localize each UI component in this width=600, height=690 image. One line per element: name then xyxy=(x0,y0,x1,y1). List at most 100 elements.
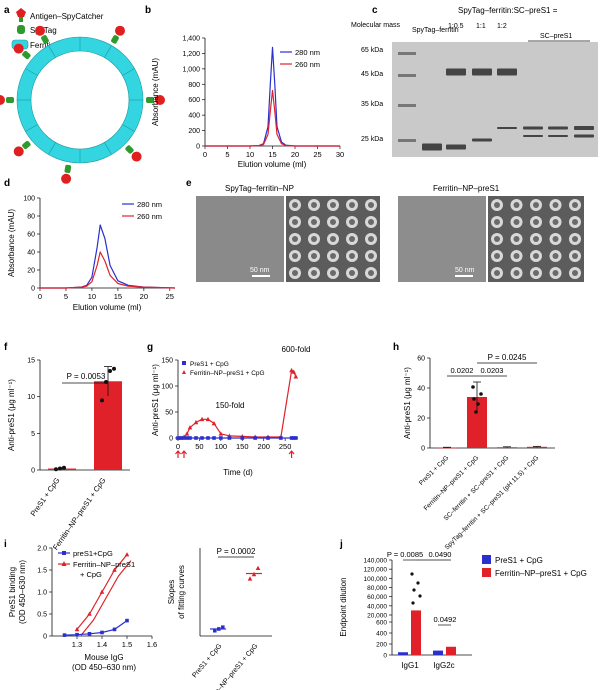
h-point xyxy=(472,397,476,401)
i-pres1-marker xyxy=(112,627,117,632)
g-series-np-marker xyxy=(289,367,294,373)
i2-point xyxy=(221,625,225,629)
d-ytick-label: 40 xyxy=(27,250,35,257)
b-xlabel: Elution volume (ml) xyxy=(238,160,307,169)
panel-c-label: c xyxy=(372,5,378,16)
em-class-average-core xyxy=(368,236,374,242)
i2-cat-0: PreS1 + CpG xyxy=(191,643,223,680)
i-xlabel-2: (OD 450–630 nm) xyxy=(72,663,136,672)
em-class-average-core xyxy=(513,202,520,208)
gel-band xyxy=(574,134,594,138)
h-point xyxy=(476,402,480,406)
g-series-pres1-marker xyxy=(266,436,270,440)
em-class-average-core xyxy=(292,202,298,208)
j-bar-0-1 xyxy=(433,650,443,655)
panel-b-label: b xyxy=(145,5,151,16)
em-class-average-core xyxy=(330,270,336,276)
g-series-pres1-marker xyxy=(279,436,283,440)
h-point xyxy=(474,410,478,414)
d-xtick-label: 10 xyxy=(88,292,96,301)
em-left-title: SpyTag–ferritin–NP xyxy=(225,184,294,193)
h-ylabel: Anti-preS1 (μg ml⁻¹) xyxy=(403,367,412,439)
em-class-average-core xyxy=(513,219,520,225)
j-point xyxy=(418,594,422,598)
gel-kda-25: 25 kDa xyxy=(361,136,383,143)
gel-band xyxy=(472,68,492,76)
em-class-averages xyxy=(289,199,581,279)
i-pres1-marker xyxy=(125,618,129,623)
em-right-field xyxy=(398,196,486,282)
d-xtick-label: 15 xyxy=(114,292,122,301)
b-series-260 xyxy=(205,89,340,147)
gel-band xyxy=(574,126,594,130)
f-point xyxy=(62,465,66,470)
gel-panel: SpyTag–ferritin:SC–preS1 = Molecular mas… xyxy=(351,6,598,157)
g-series-pres1-marker xyxy=(194,436,198,440)
em-class-average-core xyxy=(552,253,559,259)
spytag-icon xyxy=(17,25,25,34)
f-point xyxy=(108,369,112,373)
chart-h: 0 20 40 60 P = 0.0245 0.0202 0.0203 Anti-preS1 … xyxy=(403,353,555,551)
em-class-average-core xyxy=(292,253,298,259)
j-point xyxy=(411,601,415,605)
g-series-np-late xyxy=(280,369,297,438)
i-ytick-label: 0.5 xyxy=(37,612,47,619)
em-class-average-core xyxy=(494,270,500,276)
em-class-average-core xyxy=(533,270,539,276)
panel-g-label: g xyxy=(147,342,153,353)
b-ytick-label: 600 xyxy=(188,97,200,104)
j-cat-0: IgG1 xyxy=(401,661,419,670)
em-class-average-core xyxy=(552,270,559,276)
spytag-icon xyxy=(22,50,31,60)
i-pres1-marker xyxy=(87,632,92,636)
g-legend-swatch-0 xyxy=(182,361,186,365)
i-legend-marker-0 xyxy=(62,551,66,555)
em-class-average-core xyxy=(349,202,355,208)
ferritin-ring xyxy=(17,37,143,163)
gel-marker-band xyxy=(398,104,416,107)
em-class-average-core xyxy=(330,236,336,242)
h-point xyxy=(471,385,475,389)
ferritin-ring-inner xyxy=(30,50,130,150)
g-ylabel: Anti-preS1 (μg ml⁻¹) xyxy=(151,364,160,436)
j-ytick-label: 40,000 xyxy=(367,603,387,610)
em-class-average-core xyxy=(368,270,374,276)
ferritin-subunit-divider xyxy=(25,124,38,132)
i-ylabel-1: PreS1 binding xyxy=(8,567,17,617)
j-ytick-label: 600 xyxy=(376,620,387,627)
i2-pvalue: P = 0.0002 xyxy=(217,547,256,556)
g-immunization-arrow xyxy=(175,450,181,458)
i-legend-marker-1 xyxy=(61,561,67,566)
g-xtick-label: 150 xyxy=(236,442,249,451)
gel-band xyxy=(446,144,466,150)
b-xtick-label: 25 xyxy=(313,150,321,159)
g-xtick-label: 200 xyxy=(257,442,270,451)
j-ytick-label: 80,000 xyxy=(367,585,387,592)
em-class-average-core xyxy=(311,270,317,276)
j-bar-1-0 xyxy=(411,610,421,655)
d-xtick-label: 20 xyxy=(140,292,148,301)
i-ylabel-2: (OD 450–630 nm) xyxy=(18,560,27,624)
em-class-average-core xyxy=(552,219,559,225)
i2-point xyxy=(255,565,261,571)
d-xlabel: Elution volume (ml) xyxy=(73,303,142,312)
ferritin-subunit-divider xyxy=(122,68,135,76)
d-legend-260: 260 nm xyxy=(137,212,162,221)
g-ytick-label: 50 xyxy=(165,410,173,417)
panel-d-label: d xyxy=(4,178,10,189)
g-series-np-marker xyxy=(205,416,211,422)
b-legend-260: 260 nm xyxy=(295,60,320,69)
em-class-average-core xyxy=(311,219,317,225)
i-xtick-label: 1.4 xyxy=(97,640,107,649)
i2-point xyxy=(247,576,253,581)
g-series-np-marker xyxy=(218,431,224,436)
i-xlabel-1: Mouse IgG xyxy=(84,653,123,662)
f-ytick-label: 15 xyxy=(27,358,35,365)
g-fold-150: 150-fold xyxy=(216,401,245,410)
chart-i-slopes: P = 0.0002 Slopes of fitting curves PreS1 +… xyxy=(167,547,272,690)
h-ytick-label: 0 xyxy=(421,446,425,453)
gel-ratio-1: 1:0.5 xyxy=(448,23,464,30)
g-series-pres1-marker xyxy=(253,436,257,440)
i2-ylabel-1: Slopes xyxy=(167,580,176,604)
g-series-pres1-marker xyxy=(291,436,296,440)
